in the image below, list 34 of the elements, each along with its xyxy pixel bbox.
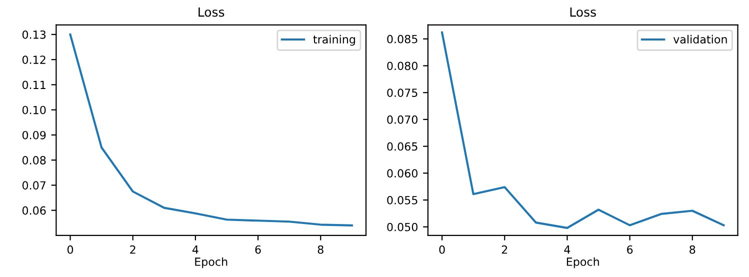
y-tick-label: 0.08: [22, 156, 46, 164]
y-tick-label: 0.06: [22, 206, 46, 215]
x-tick-label: 8: [690, 245, 696, 254]
x-tick-label: 0: [67, 245, 74, 254]
y-tick-label: 0.060: [387, 169, 418, 178]
x-tick-label: 0: [439, 245, 445, 254]
y-tick-label: 0.055: [387, 196, 418, 204]
x-tick-label: 8: [318, 245, 324, 254]
y-tick-label: 0.13: [22, 30, 46, 39]
x-tick-label: 2: [130, 245, 136, 254]
y-tick-label: 0.11: [22, 80, 46, 90]
chart-title: Loss: [198, 7, 224, 17]
y-tick-label: 0.10: [22, 106, 46, 114]
x-axis-title: Epoch: [195, 257, 228, 268]
line-series: [440, 31, 725, 229]
y-tick-label: 0.085: [387, 34, 418, 44]
x-tick-label: 6: [627, 245, 633, 254]
x-tick-label: 4: [192, 246, 198, 254]
y-tick-label: 0.12: [22, 56, 46, 64]
y-tick-label: 0.09: [22, 130, 46, 140]
x-tick-label: 4: [564, 246, 570, 254]
line-series: [69, 33, 353, 226]
y-tick-label: 0.07: [22, 181, 46, 190]
y-tick-label: 0.075: [387, 88, 418, 97]
x-axis-title: Epoch: [566, 257, 599, 268]
legend-label: validation: [673, 34, 727, 44]
legend-label: training: [313, 34, 355, 46]
x-tick-label: 2: [502, 245, 508, 254]
x-tick-label: 6: [255, 245, 261, 254]
chart-title: Loss: [570, 7, 596, 17]
y-tick-label: 0.080: [387, 62, 418, 70]
y-tick-label: 0.050: [387, 222, 418, 232]
y-tick-label: 0.070: [387, 115, 418, 124]
y-tick-label: 0.065: [387, 142, 418, 151]
